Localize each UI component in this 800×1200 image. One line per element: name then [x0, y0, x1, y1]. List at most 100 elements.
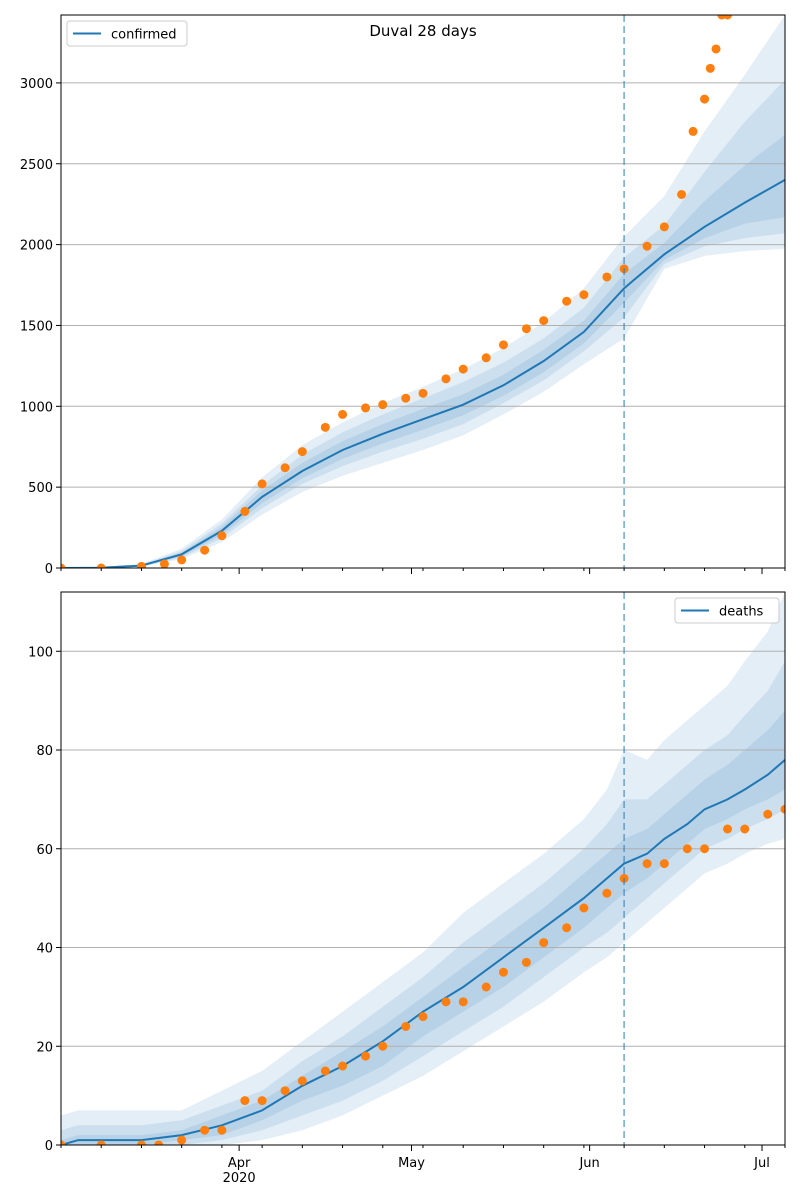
- observed-point: [401, 393, 411, 403]
- observed-point: [240, 1096, 250, 1106]
- observed-point: [458, 364, 468, 374]
- observed-point: [498, 340, 508, 350]
- observed-point: [521, 957, 531, 967]
- observed-point: [338, 409, 348, 419]
- observed-point: [96, 563, 106, 568]
- y-tick-label: 0: [45, 562, 53, 577]
- observed-point: [177, 555, 187, 565]
- observed-point: [602, 272, 612, 282]
- observed-point: [320, 1066, 330, 1076]
- x-tick-label: Jun: [578, 1156, 599, 1171]
- observed-point: [338, 1061, 348, 1071]
- observed-point: [61, 563, 66, 568]
- observed-point: [257, 479, 267, 489]
- observed-point: [320, 422, 330, 432]
- uncertainty-band-2: [61, 661, 785, 1145]
- observed-point: [642, 859, 652, 869]
- x-tick-label: Apr: [228, 1156, 251, 1171]
- y-tick-label: 500: [28, 481, 53, 496]
- y-tick-label: 3000: [20, 77, 53, 92]
- observed-point: [418, 1012, 428, 1022]
- deaths-axes-frame: [60, 591, 786, 1146]
- confirmed-y-axis: 0 500 1000 1500 2000 2500 3000: [20, 77, 61, 577]
- observed-point: [659, 222, 669, 232]
- observed-point: [723, 15, 733, 20]
- observed-point: [688, 126, 698, 136]
- observed-point: [96, 1140, 106, 1145]
- y-tick-label: 80: [36, 744, 53, 759]
- confirmed-series: [61, 15, 785, 568]
- observed-point: [682, 844, 692, 854]
- observed-point: [418, 388, 428, 398]
- observed-point: [361, 403, 371, 413]
- uncertainty-band-1: [61, 15, 785, 568]
- x-tick-sublabel: 2020: [223, 1171, 256, 1186]
- observed-point: [177, 1135, 187, 1145]
- y-tick-label: 1000: [20, 400, 53, 415]
- legend-box: [674, 597, 780, 624]
- observed-point: [711, 44, 721, 54]
- y-tick-label: 40: [36, 942, 53, 957]
- y-tick-label: 100: [28, 645, 53, 660]
- observed-point: [280, 463, 290, 473]
- observed-point: [579, 903, 589, 913]
- observed-point: [200, 1125, 210, 1135]
- confirmed-legend: confirmed: [66, 20, 188, 47]
- deaths-series: [61, 759, 785, 1145]
- deaths-legend: deaths: [674, 597, 780, 624]
- observed-point: [677, 189, 687, 199]
- y-tick-label: 20: [36, 1040, 53, 1055]
- confirmed-line: [61, 179, 785, 568]
- observed-point: [378, 1041, 388, 1051]
- observed-point: [521, 324, 531, 334]
- observed-point: [378, 400, 388, 410]
- chart-title: Duval 28 days: [369, 22, 477, 40]
- confirmed-panel: 0 500 1000 1500 2000 2500 3000 Duval 28 days c…: [20, 14, 786, 577]
- deaths-uncertainty-bands: [61, 592, 785, 1145]
- observed-point: [498, 967, 508, 977]
- observed-point: [642, 241, 652, 251]
- observed-point: [763, 809, 773, 819]
- observed-point: [481, 982, 491, 992]
- observed-point: [700, 94, 710, 104]
- y-tick-label: 60: [36, 843, 53, 858]
- legend-box: [66, 20, 188, 47]
- observed-point: [257, 1096, 267, 1106]
- observed-point: [579, 290, 589, 300]
- legend-label-deaths: deaths: [719, 605, 764, 620]
- legend-label-confirmed: confirmed: [111, 28, 177, 43]
- observed-point: [700, 844, 710, 854]
- observed-point: [458, 997, 468, 1007]
- observed-point: [659, 859, 669, 869]
- observed-point: [136, 561, 146, 568]
- observed-point: [602, 888, 612, 898]
- observed-point: [297, 1076, 307, 1086]
- observed-point: [723, 824, 733, 834]
- observed-point: [240, 506, 250, 516]
- observed-point: [441, 997, 451, 1007]
- observed-point: [297, 447, 307, 457]
- deaths-y-axis: 0 20 40 60 80 100: [28, 645, 61, 1154]
- observed-point: [280, 1086, 290, 1096]
- confirmed-x-axis: [60, 568, 786, 574]
- y-tick-label: 0: [45, 1139, 53, 1154]
- x-tick-label: May: [398, 1156, 425, 1171]
- uncertainty-band-1: [61, 592, 785, 1145]
- confirmed-uncertainty-bands: [61, 15, 785, 568]
- x-tick-label: Jul: [753, 1156, 770, 1171]
- observed-point: [539, 316, 549, 326]
- observed-point: [401, 1022, 411, 1031]
- deaths-line: [61, 759, 785, 1145]
- observed-point: [441, 374, 451, 384]
- observed-point: [217, 1125, 227, 1135]
- observed-point: [136, 1140, 146, 1145]
- observed-point: [740, 824, 750, 834]
- observed-point: [154, 1140, 164, 1145]
- y-tick-label: 1500: [20, 319, 53, 334]
- observed-point: [217, 531, 227, 541]
- y-tick-label: 2000: [20, 239, 53, 254]
- observed-point: [61, 1140, 66, 1145]
